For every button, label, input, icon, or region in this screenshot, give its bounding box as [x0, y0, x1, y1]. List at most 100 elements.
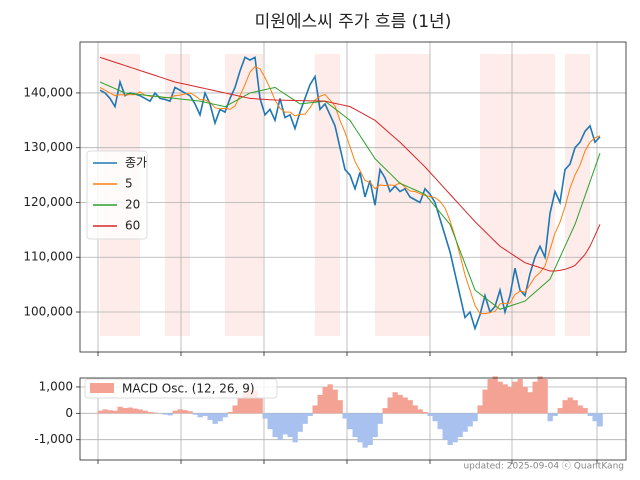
osc-area: [197, 413, 203, 418]
osc-area: [192, 413, 198, 415]
osc-area: [442, 413, 448, 440]
osc-area: [422, 412, 428, 414]
osc-area: [332, 389, 338, 414]
osc-area: [237, 397, 243, 414]
osc-area: [97, 410, 103, 414]
osc-area: [207, 413, 213, 420]
osc-area: [467, 413, 473, 427]
legend-label: 60: [125, 219, 140, 233]
osc-area: [487, 379, 493, 414]
osc-area: [142, 410, 148, 414]
osc-area: [172, 410, 178, 414]
y-tick-label: 140,000: [23, 85, 73, 99]
osc-area: [397, 394, 403, 414]
osc-area: [542, 379, 548, 414]
osc-area: [297, 413, 303, 432]
osc-area: [242, 392, 248, 414]
osc-area: [437, 413, 443, 430]
osc-area: [547, 413, 553, 422]
osc-area: [517, 379, 523, 414]
osc-area: [457, 413, 463, 438]
osc-area: [337, 400, 343, 414]
osc-area: [387, 397, 393, 414]
legend-swatch: [90, 383, 114, 393]
osc-area: [447, 413, 453, 445]
osc-area: [252, 390, 258, 414]
osc-area: [377, 413, 383, 424]
osc-area: [392, 392, 398, 414]
osc-area: [317, 394, 323, 414]
series-line: [99, 56, 601, 272]
osc-area: [222, 413, 228, 418]
axes-frame: [79, 41, 627, 353]
legend-label: 종가: [125, 156, 147, 170]
osc-area: [322, 386, 328, 414]
osc-area: [152, 412, 158, 414]
osc-area: [282, 413, 288, 435]
osc-area: [417, 409, 423, 414]
osc-area: [102, 409, 108, 414]
osc-area: [182, 410, 188, 414]
osc-area: [347, 413, 353, 430]
osc-area: [532, 381, 538, 414]
highlight-span: [225, 54, 263, 336]
osc-area: [582, 408, 588, 414]
highlight-span: [565, 54, 590, 336]
osc-area: [147, 412, 153, 414]
osc-area: [557, 408, 563, 414]
osc-area: [122, 408, 128, 414]
osc-area: [342, 413, 348, 419]
osc-area: [462, 413, 468, 432]
legend-box: [84, 378, 278, 399]
legend-label: 5: [125, 177, 133, 191]
y-tick-label: -1,000: [34, 432, 73, 446]
y-tick-label: 130,000: [23, 140, 73, 154]
osc-area: [477, 405, 483, 414]
osc-area: [382, 408, 388, 414]
osc-area: [277, 413, 283, 440]
osc-area: [372, 413, 378, 438]
highlight-span: [480, 54, 555, 336]
osc-area: [567, 397, 573, 414]
osc-area: [272, 413, 278, 438]
legend-box: [86, 150, 148, 240]
osc-area: [427, 413, 433, 416]
osc-area: [217, 413, 223, 422]
osc-area: [432, 413, 438, 422]
osc-area: [472, 413, 478, 422]
y-tick-label: 0: [65, 406, 73, 420]
osc-area: [307, 413, 313, 416]
osc-area: [262, 413, 268, 419]
y-tick-label: 1,000: [39, 379, 73, 393]
osc-area: [357, 413, 363, 443]
osc-area: [132, 408, 138, 414]
osc-area: [362, 413, 368, 448]
osc-area: [412, 405, 418, 414]
osc-area: [537, 376, 543, 414]
osc-area: [512, 381, 518, 414]
osc-area: [587, 413, 593, 416]
osc-area: [592, 413, 598, 422]
osc-area: [452, 413, 458, 443]
chart-title: 미원에스씨 주가 흐름 (1년): [255, 12, 452, 32]
osc-area: [127, 407, 133, 414]
osc-area: [107, 410, 113, 414]
osc-area: [482, 389, 488, 414]
osc-area: [247, 389, 253, 414]
osc-area: [112, 410, 118, 414]
osc-area: [312, 405, 318, 414]
osc-area: [177, 409, 183, 414]
series-line: [99, 66, 601, 315]
osc-area: [257, 397, 263, 414]
osc-area: [302, 413, 308, 424]
osc-area: [367, 413, 373, 445]
y-tick-label: 120,000: [23, 195, 73, 209]
osc-area: [327, 384, 333, 414]
osc-area: [287, 413, 293, 438]
osc-area: [562, 400, 568, 414]
osc-area: [522, 386, 528, 414]
osc-area: [577, 405, 583, 414]
legend-label: 20: [125, 198, 140, 212]
osc-area: [407, 400, 413, 414]
osc-area: [572, 400, 578, 414]
